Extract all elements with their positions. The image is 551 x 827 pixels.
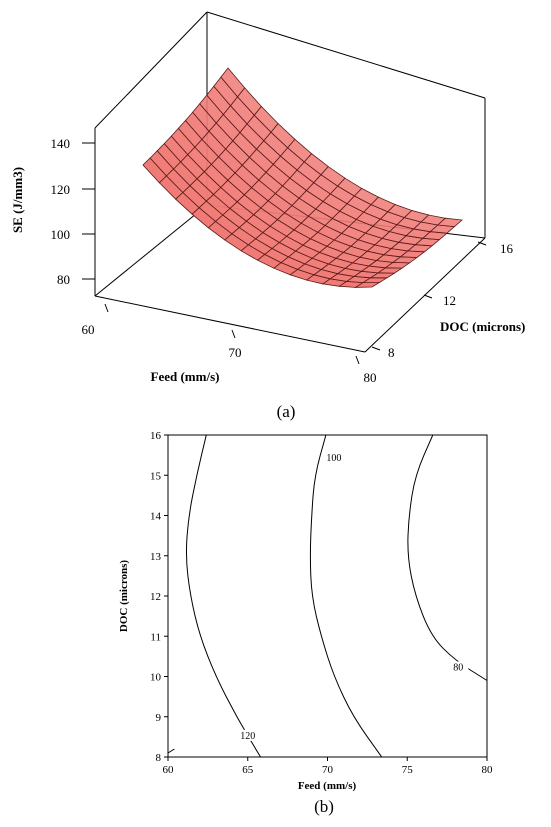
z-axis-title: SE (J/mm3) [10,167,25,233]
y-tick-label: 15 [150,470,162,482]
surface-cell [436,217,463,228]
x-tick-label: 80 [482,764,494,776]
x-tick-mark [355,355,360,365]
box-edge-back-top [206,11,486,99]
y-tick-label: 9 [156,712,162,724]
x-tick-label: 60 [163,764,175,776]
x-tick-label: 80 [364,370,377,385]
x-axis-title: Feed (mm/s) [151,369,220,384]
panel-label-b: (b) [314,797,334,816]
contour-level-labels: 100 120 80 [237,452,469,742]
contour-level-label: 80 [453,662,463,673]
contour-line-80 [407,434,488,681]
x-axis: 60 70 80 Feed (mm/s) [82,303,377,385]
z-tick-label: 100 [51,227,71,242]
z-tick-label: 140 [51,136,71,151]
contour-label-bg [323,452,344,464]
y-axis: 8 9 10 11 12 13 14 15 16 [150,430,168,764]
x-axis-title: Feed (mm/s) [298,780,357,792]
x-tick-label: 70 [229,345,242,360]
y-tick-label: 8 [388,345,395,360]
x-tick-mark [231,329,236,339]
plot-frame [167,434,488,758]
y-axis: 8 12 16 DOC (microns) [371,241,525,360]
y-tick-label: 12 [443,293,456,308]
contour-label-bg [448,661,469,673]
y-tick-label: 10 [150,672,162,684]
y-tick-label: 11 [150,631,161,643]
y-tick-mark [423,294,433,299]
x-axis: 60 65 70 75 80 [163,757,494,776]
z-axis: 140 120 100 80 SE (J/mm3) [10,136,95,287]
y-tick-mark [477,241,487,246]
y-axis-title: DOC (microns) [118,560,130,633]
x-tick-label: 65 [242,764,254,776]
contour-label-bg [237,729,258,741]
y-tick-label: 16 [500,241,514,256]
y-tick-mark [371,346,381,351]
y-tick-label: 13 [150,551,162,563]
surface-mesh [142,67,463,288]
contour-line-120 [167,748,175,754]
contour-plot: 60 65 70 75 80 8 9 10 11 12 13 14 15 16 100 120 80 Fee… [118,430,493,816]
x-tick-label: 70 [322,764,334,776]
box-edge-front-bottom [94,295,366,353]
box-edge-back-top-left [94,11,208,129]
contour-level-label: 100 [326,453,341,464]
panel-label-a: (a) [277,402,296,421]
z-tick-label: 80 [57,272,70,287]
x-tick-label: 60 [82,322,95,337]
z-tick-label: 120 [51,182,71,197]
contour-line-100 [309,434,383,758]
contour-level-label: 120 [240,731,255,742]
y-tick-label: 8 [156,752,162,764]
y-axis-title: DOC (microns) [440,319,525,334]
contour-lines [167,434,488,758]
contour-line-120 [185,434,261,758]
y-tick-label: 12 [150,591,161,603]
y-tick-label: 14 [150,511,162,523]
surface-plot: 140 120 100 80 SE (J/mm3) 60 70 80 Feed … [10,11,525,421]
box-edge-back-bottom [94,204,208,297]
x-tick-mark [104,303,109,313]
x-tick-label: 75 [402,764,414,776]
y-tick-label: 16 [150,430,162,442]
